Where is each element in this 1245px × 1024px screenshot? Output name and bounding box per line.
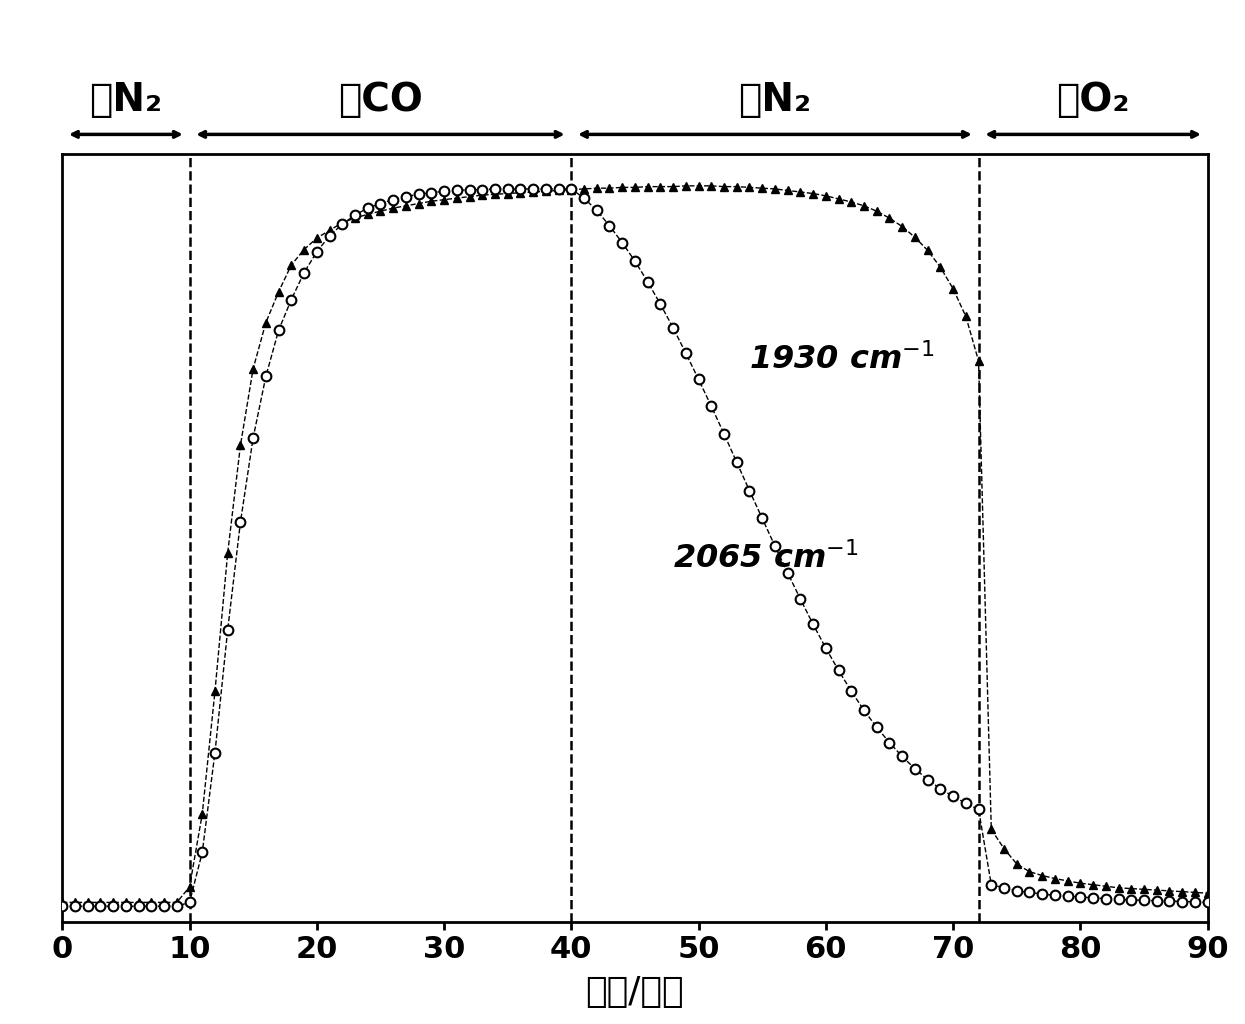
Text: 通N₂: 通N₂ (90, 81, 162, 119)
Text: 通N₂: 通N₂ (738, 81, 812, 119)
Text: 2065 cm$^{-1}$: 2065 cm$^{-1}$ (674, 543, 859, 575)
Text: 通O₂: 通O₂ (1057, 81, 1129, 119)
X-axis label: 时间/分钟: 时间/分钟 (585, 975, 685, 1009)
Text: 通CO: 通CO (337, 81, 423, 119)
Text: 1930 cm$^{-1}$: 1930 cm$^{-1}$ (749, 343, 935, 376)
